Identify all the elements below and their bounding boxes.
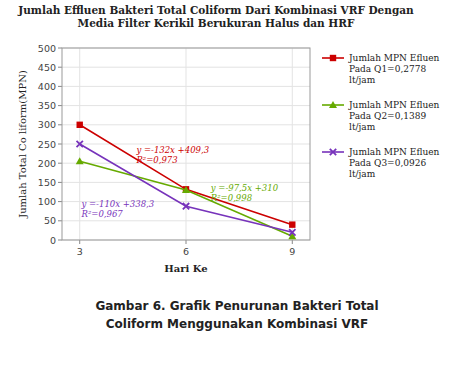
legend-label-line: lt/jam <box>349 169 376 179</box>
annotation-line: R²=0,998 <box>210 193 253 203</box>
caption: Gambar 6. Grafik Penurunan Bakteri Total <box>95 299 378 313</box>
tick-label: 350 <box>38 100 56 111</box>
tick-label: 150 <box>38 177 56 188</box>
tick-label: 300 <box>38 119 56 130</box>
annotation-line: R²=0,973 <box>135 155 177 165</box>
annotation: y =-132x +409,3R²=0,973 <box>135 145 209 165</box>
legend-label-line: Pada Q1=0,2778 <box>349 64 426 74</box>
legend-label-line: Pada Q3=0,0926 <box>349 158 426 168</box>
point <box>77 122 83 128</box>
tick-mark <box>58 105 62 106</box>
annotation-line: y =-132x +409,3 <box>135 145 209 155</box>
point <box>77 141 83 147</box>
tick-mark <box>58 67 62 68</box>
legend-label-line: Pada Q2=0,1389 <box>349 111 426 121</box>
tick-label: 9 <box>289 246 295 257</box>
y-axis-label: Jumlah Total Co liform(MPN) <box>17 70 28 219</box>
point <box>289 229 295 235</box>
tick-mark <box>58 163 62 164</box>
tick-mark <box>58 48 62 49</box>
annotation: y =-97,5x +310R²=0,998 <box>210 183 279 203</box>
tick-label: 500 <box>38 43 56 54</box>
legend-marker <box>330 55 336 61</box>
plot-area <box>62 48 310 240</box>
legend-marker <box>330 149 336 155</box>
axes: 0 50 100 150 200 250 300 350 400 450 500 3 6 9 <box>38 43 310 258</box>
tick-label: 0 <box>50 235 56 246</box>
tick-mark <box>58 124 62 125</box>
tick-mark <box>292 240 293 244</box>
tick-label: 6 <box>183 246 189 257</box>
tick-label: 450 <box>38 62 56 73</box>
series-line <box>80 125 293 225</box>
legend: Jumlah MPN EfluenPada Q1=0,2778lt/jamJum… <box>322 53 440 179</box>
tick-mark <box>58 86 62 87</box>
data-layer <box>76 122 297 240</box>
legend-label-line: Jumlah MPN Efluen <box>348 147 440 157</box>
point <box>182 186 190 193</box>
tick-label: 100 <box>38 196 56 207</box>
tick-mark <box>58 201 62 202</box>
caption: Coliform Menggunakan Kombinasi VRF <box>106 317 368 331</box>
annotation: y =-110x +338,3R²=0,967 <box>80 199 154 219</box>
point <box>289 221 295 227</box>
point <box>76 157 84 164</box>
legend-marker <box>329 101 337 108</box>
title: Media Filter Kerikil Berukuran Halus dan… <box>78 17 355 29</box>
legend-label-line: Jumlah MPN Efluen <box>348 100 440 110</box>
tick-mark <box>79 240 80 244</box>
legend-label: Jumlah MPN EfluenPada Q3=0,0926lt/jam <box>348 147 440 179</box>
tick-mark <box>58 220 62 221</box>
tick-mark <box>186 240 187 244</box>
tick-label: 3 <box>77 246 83 257</box>
annotation-line: y =-110x +338,3 <box>80 199 154 209</box>
point <box>183 203 189 209</box>
grid-line <box>292 48 293 240</box>
legend-label-line: lt/jam <box>349 75 376 85</box>
tick-mark <box>58 144 62 145</box>
series-line <box>80 144 293 232</box>
legend-label: Jumlah MPN EfluenPada Q2=0,1389lt/jam <box>348 100 440 132</box>
tick-label: 200 <box>38 158 56 169</box>
legend-label-line: Jumlah MPN Efluen <box>348 53 440 63</box>
tick-label: 50 <box>44 215 56 226</box>
annotation-line: R²=0,967 <box>80 209 123 219</box>
title: Jumlah Effluen Bakteri Total Coliform Da… <box>17 4 414 16</box>
tick-label: 400 <box>38 81 56 92</box>
legend-label: Jumlah MPN EfluenPada Q1=0,2778lt/jam <box>348 53 440 85</box>
legend-label-line: lt/jam <box>349 122 376 132</box>
tick-label: 250 <box>38 139 56 150</box>
x-axis-label: Hari Ke <box>164 263 207 274</box>
tick-mark <box>58 182 62 183</box>
annotation-line: y =-97,5x +310 <box>210 183 279 193</box>
tick-mark <box>58 240 62 241</box>
plot-frame <box>62 48 310 240</box>
